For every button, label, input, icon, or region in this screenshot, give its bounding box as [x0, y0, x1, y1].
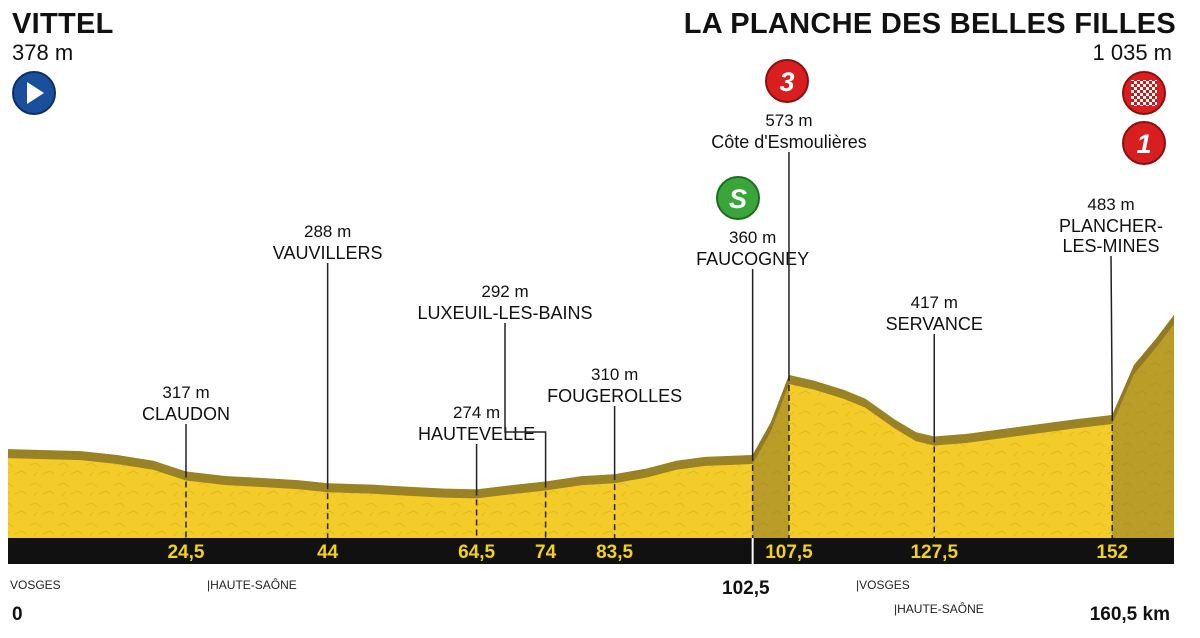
department-label: |VOSGES	[856, 578, 910, 592]
start-town-name: VITTEL	[12, 8, 114, 40]
intermediate-sprint-letter: S	[729, 184, 747, 214]
km-marker-label: 24,5	[167, 542, 204, 563]
marker-place-name: VAUVILLERS	[273, 243, 383, 263]
marker-altitude: 310 m	[591, 365, 638, 384]
marker-altitude: 292 m	[481, 282, 528, 301]
terrain-texture	[8, 315, 1174, 538]
climb-segment	[1112, 315, 1174, 538]
marker-place-name: CLAUDON	[142, 404, 230, 424]
km-start-label: 0	[12, 604, 23, 625]
km-marker-label: 83,5	[596, 542, 633, 563]
department-label: |HAUTE-SAÔNE	[207, 578, 297, 592]
marker-place-name: SERVANCE	[886, 314, 983, 334]
km-marker-label: 74	[535, 542, 557, 563]
marker-place-name: LES-MINES	[1062, 236, 1159, 256]
marker-place-name: LUXEUIL-LES-BAINS	[417, 303, 592, 323]
marker-leader-line	[1110, 255, 1113, 416]
intermediate-sprint-icon: S	[716, 176, 760, 220]
marker-altitude: 288 m	[304, 222, 351, 241]
department-label: VOSGES	[10, 578, 61, 592]
kom-category-3-icon: 3	[765, 59, 809, 103]
department-label: |HAUTE-SAÔNE	[894, 602, 984, 616]
km-total-label: 160,5 km	[1089, 604, 1170, 625]
marker-place-name: Côte d'Esmoulières	[711, 132, 867, 152]
checkered-flag-icon	[1122, 71, 1166, 115]
km-marker-label: 64,5	[458, 542, 495, 563]
marker-place-name: PLANCHER-	[1059, 216, 1163, 236]
km-marker-label: 107,5	[765, 542, 813, 563]
kom-category-3-number: 3	[779, 67, 794, 97]
marker-place-name: FAUCOGNEY	[696, 249, 809, 269]
km-marker-label: 44	[317, 542, 339, 563]
marker-place-name: FOUGEROLLES	[547, 386, 682, 406]
marker-altitude: 360 m	[729, 228, 776, 247]
marker-altitude: 317 m	[162, 383, 209, 402]
finish-altitude: 1 035 m	[1092, 40, 1173, 65]
start-altitude: 378 m	[12, 40, 74, 65]
start-arrow-icon	[12, 71, 56, 115]
km-sprint-label: 102,5	[722, 578, 770, 599]
climb-segment	[752, 375, 789, 538]
kom-category-1-icon: 1	[1122, 121, 1166, 165]
km-marker-label: 152	[1096, 542, 1128, 563]
km-marker-label: 127,5	[910, 542, 958, 563]
marker-altitude: 573 m	[765, 111, 812, 130]
marker-altitude: 274 m	[453, 403, 500, 422]
kom-category-1-number: 1	[1136, 129, 1151, 159]
marker-place-name: HAUTEVELLE	[418, 424, 535, 444]
finish-town-name: LA PLANCHE DES BELLES FILLES	[683, 8, 1176, 40]
marker-altitude: 417 m	[911, 293, 958, 312]
marker-altitude: 483 m	[1087, 195, 1134, 214]
marker-leader-line	[504, 323, 547, 482]
distance-axis-bar	[8, 538, 1174, 564]
